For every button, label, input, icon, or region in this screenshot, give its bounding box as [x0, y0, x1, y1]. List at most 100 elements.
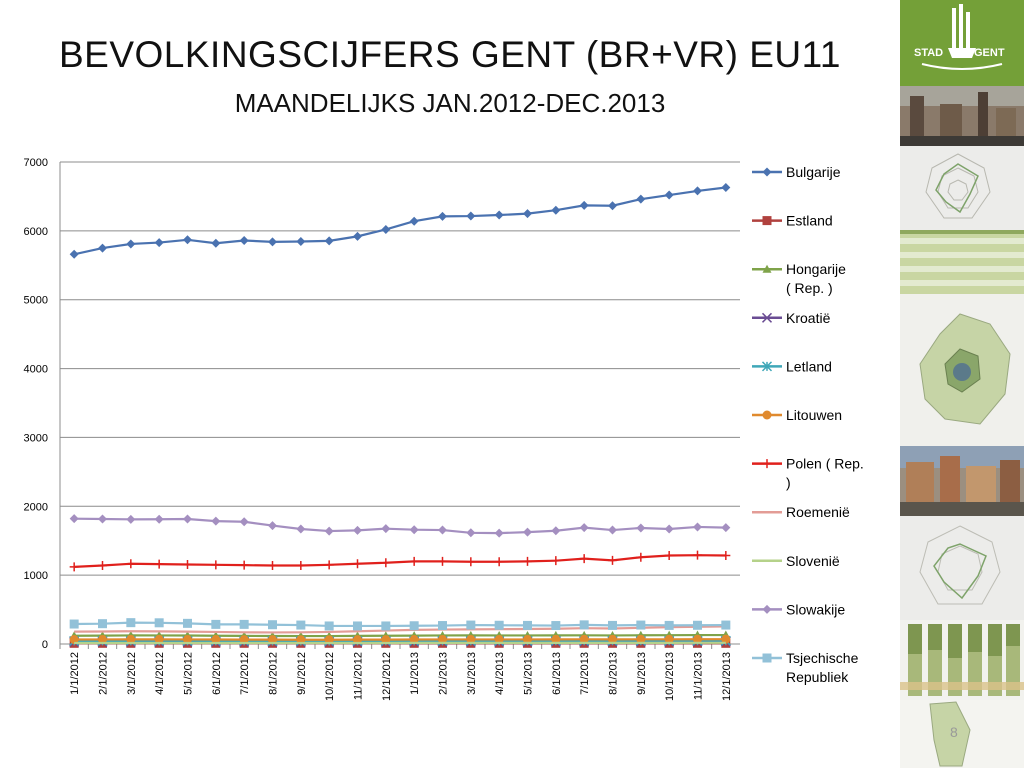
data-point	[353, 621, 362, 631]
data-point	[693, 186, 702, 196]
data-point	[98, 514, 107, 524]
data-point	[438, 634, 447, 644]
data-point	[494, 634, 504, 644]
stad-gent-logo: STAD GENT	[900, 0, 1024, 86]
stad-gent-logo-icon: STAD GENT	[914, 4, 1005, 70]
data-point	[438, 211, 447, 221]
data-point	[324, 560, 334, 570]
series-line	[74, 621, 726, 628]
data-point	[664, 190, 674, 200]
x-tick-label: 7/1/2013	[579, 652, 591, 695]
x-tick-label: 4/1/2013	[494, 652, 506, 695]
bar-chart-tile	[900, 620, 1024, 700]
legend-label: Letland	[786, 358, 832, 374]
data-point	[183, 634, 192, 644]
data-point	[608, 620, 617, 630]
data-point	[636, 523, 646, 533]
data-point	[211, 619, 221, 629]
data-point	[409, 525, 419, 535]
series-tsjechische-republiek	[69, 618, 731, 631]
data-point	[551, 205, 561, 215]
x-tick-label: 11/1/2012	[353, 652, 365, 700]
legend-label: Tsjechische Republiek	[786, 650, 859, 685]
data-point	[608, 555, 617, 565]
data-point	[693, 634, 702, 644]
slide-title: BEVOLKINGSCIJFERS GENT (BR+VR) EU11	[58, 34, 842, 75]
data-point	[381, 524, 391, 534]
data-point	[466, 557, 476, 567]
data-point	[211, 516, 221, 526]
data-point	[409, 216, 419, 226]
legend-item: Kroatië	[752, 310, 831, 326]
data-point	[721, 523, 731, 533]
data-point	[762, 653, 772, 663]
data-point	[268, 561, 277, 571]
series-line	[74, 638, 726, 641]
data-point	[693, 550, 702, 560]
data-point	[664, 634, 674, 644]
data-point	[239, 235, 249, 245]
data-point	[523, 527, 532, 537]
x-tick-label: 5/1/2013	[523, 652, 535, 695]
data-point	[296, 561, 306, 571]
data-point	[409, 556, 419, 566]
series-line	[74, 625, 726, 634]
svg-text:GENT: GENT	[974, 47, 1005, 59]
x-tick-label: 3/1/2012	[126, 652, 138, 695]
data-point	[636, 620, 646, 630]
data-point	[154, 618, 164, 628]
radar-chart-tile	[900, 146, 1024, 230]
data-point	[211, 635, 221, 645]
series-polen-rep	[69, 550, 731, 572]
data-point	[608, 525, 617, 535]
town-photo-tile	[900, 446, 1024, 516]
data-point	[381, 558, 391, 568]
legend-item: Polen ( Rep.)	[752, 456, 864, 491]
data-point	[98, 619, 107, 629]
series-roemeni	[74, 625, 726, 634]
x-tick-label: 1/1/2012	[69, 652, 81, 695]
data-point	[154, 238, 164, 248]
population-line-chart: 0 1000 2000 3000 4000 5000 6000 7000 1/1/2012 2/1…	[24, 157, 864, 701]
data-point	[69, 562, 79, 572]
data-point	[381, 224, 391, 234]
y-grid: 0 1000 2000 3000 4000 5000 6000 7000	[24, 157, 740, 651]
legend-label: Polen ( Rep.)	[786, 456, 864, 491]
series-slowakije	[69, 514, 731, 538]
x-tick-label: 11/1/2013	[693, 652, 705, 700]
data-point	[762, 604, 772, 614]
y-tick-label: 4000	[24, 364, 48, 376]
radar-chart-tile-2	[900, 516, 1024, 620]
data-point	[523, 620, 532, 630]
x-tick-label: 12/1/2012	[381, 652, 393, 701]
legend-item: Litouwen	[752, 407, 842, 423]
decorative-sidebar: STAD GENT	[900, 0, 1024, 768]
data-point	[69, 635, 79, 645]
data-point	[126, 239, 136, 249]
data-point	[353, 231, 362, 241]
data-point	[324, 621, 334, 631]
data-point	[324, 526, 334, 536]
data-point	[494, 528, 504, 538]
x-tick-label: 8/1/2013	[608, 652, 620, 695]
data-point	[98, 243, 107, 253]
legend-label: Hongarije( Rep. )	[786, 261, 846, 296]
data-point	[466, 211, 476, 221]
data-point	[761, 312, 773, 323]
legend-label: Estland	[786, 213, 833, 229]
x-tick-label: 9/1/2012	[296, 652, 308, 695]
data-point	[126, 559, 136, 569]
page-number: 8	[950, 724, 958, 740]
data-point	[466, 634, 476, 644]
data-point	[69, 514, 79, 524]
data-point	[239, 560, 249, 570]
data-point	[636, 194, 646, 204]
data-point	[494, 620, 504, 630]
series-line	[74, 554, 726, 568]
series-line	[74, 633, 726, 638]
data-point	[239, 517, 249, 527]
data-point	[183, 618, 192, 628]
x-tick-label: 7/1/2012	[239, 652, 251, 695]
data-point	[579, 634, 589, 644]
data-point	[762, 459, 772, 469]
